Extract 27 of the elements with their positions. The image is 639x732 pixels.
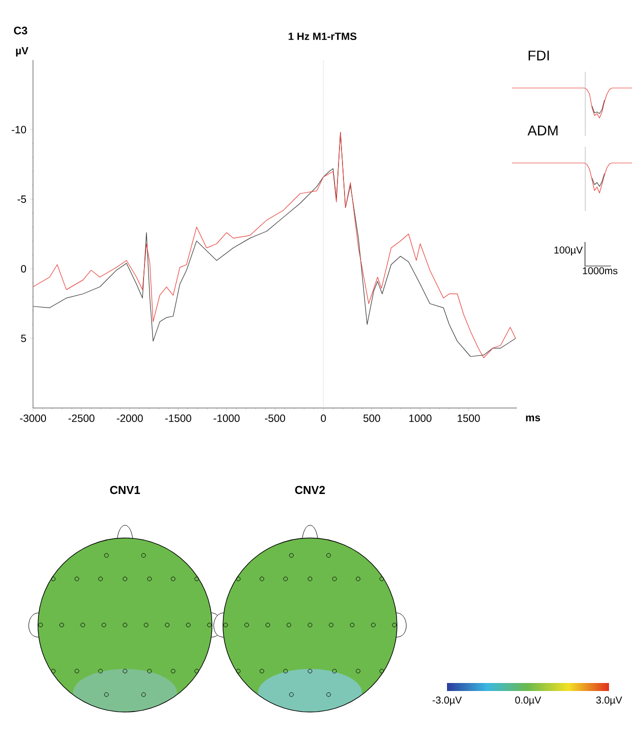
x-tick-label: -1500 [165, 414, 192, 422]
x-tick-label: -3000 [20, 414, 46, 422]
text: 3.0µV [596, 696, 622, 706]
text: CNV2 [295, 486, 325, 494]
text: CNV1 [110, 486, 140, 494]
x-axis-title: ms [526, 416, 540, 422]
chart-title: 1 Hz M1-rTMS [288, 32, 356, 40]
chart-title: FDI [528, 50, 549, 60]
text: 1000ms [582, 267, 618, 274]
x-tick-label: -2500 [68, 414, 94, 422]
x-tick-label: 1500 [458, 414, 480, 422]
y-tick-label: -5 [18, 196, 26, 203]
y-axis-title: µV [16, 47, 28, 56]
chart-title: ADM [528, 126, 558, 136]
y-tick-label: -10 [12, 126, 26, 134]
text: 100µV [554, 246, 583, 256]
text: 0.0µV [515, 696, 542, 706]
x-tick-label: 1000 [409, 414, 432, 422]
x-tick-label: 500 [363, 414, 380, 422]
x-tick-label: -1000 [214, 414, 240, 422]
text: C3 [14, 26, 28, 34]
x-tick-label: -500 [264, 414, 286, 422]
text: -3.0µV [432, 696, 462, 706]
x-tick-label: 0 [320, 414, 326, 422]
x-tick-label: -2000 [116, 414, 143, 422]
y-tick-label: 0 [21, 265, 26, 273]
y-tick-label: 5 [21, 334, 26, 342]
